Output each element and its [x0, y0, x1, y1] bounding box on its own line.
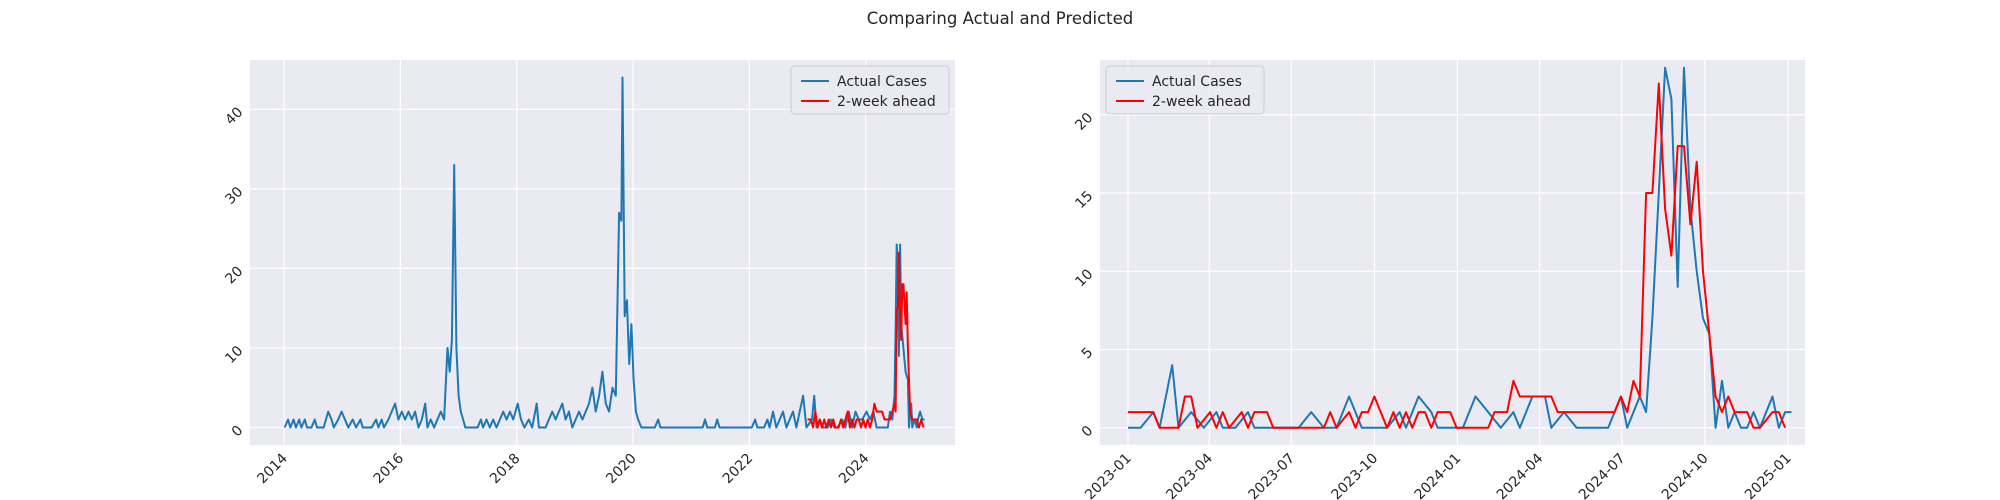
legend-label: Actual Cases: [1152, 74, 1242, 90]
y-tick-label: 40: [222, 104, 246, 128]
x-tick-label: 2024-04: [1494, 450, 1547, 500]
legend-box: [790, 65, 950, 115]
y-tick-label: 5: [1079, 345, 1097, 363]
y-tick-label: 20: [1072, 110, 1096, 134]
plot-area: [1100, 60, 1805, 445]
legend: Actual Cases 2-week ahead: [1105, 65, 1265, 115]
x-tick-label: 2018: [487, 451, 524, 488]
y-tick-label: 0: [1079, 423, 1097, 441]
legend-label: 2-week ahead: [1152, 94, 1251, 110]
chart-left: 2014 2016 2018 2020 2022 2024 0 10 20 30 40 Actual …: [222, 60, 955, 487]
figure-title: Comparing Actual and Predicted: [867, 9, 1134, 28]
series-line: [1128, 82, 1787, 429]
plot-area: [250, 60, 955, 445]
y-tick-label: 30: [222, 184, 246, 208]
y-tick-label: 20: [222, 263, 246, 287]
x-tick-label: 2023-10: [1329, 451, 1382, 500]
x-tick-label: 2025-01: [1742, 451, 1795, 500]
x-tick-label: 2023-07: [1246, 451, 1299, 500]
y-tick-label: 10: [222, 343, 246, 367]
x-tick-label: 2022: [720, 451, 757, 488]
y-tick-label: 0: [229, 423, 247, 441]
x-tick-label: 2023-01: [1082, 451, 1135, 500]
x-tick-label: 2024-10: [1659, 451, 1712, 500]
x-tick-label: 2014: [254, 450, 291, 487]
legend-box: [1105, 65, 1265, 115]
legend-label: 2-week ahead: [837, 94, 936, 110]
y-tick-label: 10: [1072, 266, 1096, 290]
legend-label: Actual Cases: [837, 74, 927, 90]
x-tick-label: 2020: [603, 451, 640, 488]
x-tick-label: 2016: [371, 450, 408, 487]
x-tick-label: 2024-07: [1576, 451, 1629, 500]
chart-right: 2023-01 2023-04 2023-07 2023-10 2024-01 2024-…: [1072, 60, 1805, 500]
x-tick-label: 2023-04: [1163, 450, 1216, 500]
y-tick-label: 15: [1072, 188, 1096, 212]
legend: Actual Cases 2-week ahead: [790, 65, 950, 115]
series-line: [807, 251, 925, 429]
x-tick-label: 2024-01: [1412, 451, 1465, 500]
x-tick-label: 2024: [836, 450, 873, 487]
